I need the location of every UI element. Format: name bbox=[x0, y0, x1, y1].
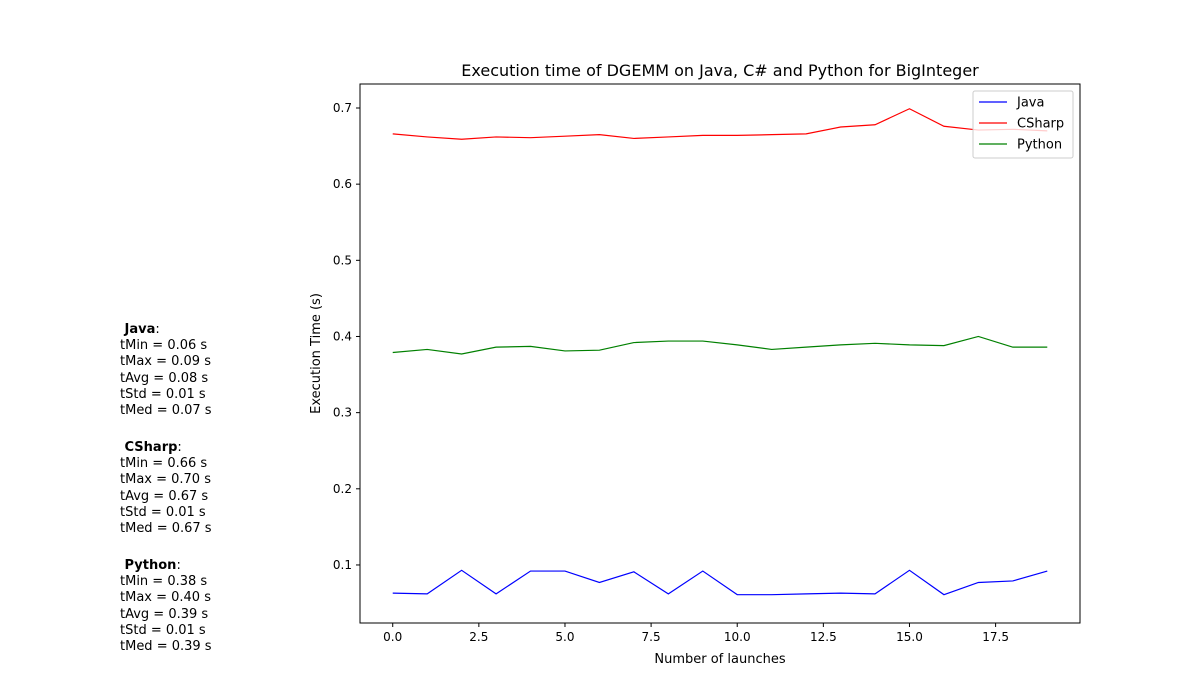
stats-heading: Python: bbox=[120, 558, 181, 573]
x-tick-label: 17.5 bbox=[982, 630, 1009, 644]
stats-line: tAvg = 0.08 s bbox=[120, 370, 209, 386]
stats-line: tMax = 0.70 s bbox=[120, 472, 211, 488]
x-tick-label: 12.5 bbox=[810, 630, 837, 644]
stats-line: tAvg = 0.39 s bbox=[120, 606, 209, 622]
legend-box bbox=[972, 90, 1074, 159]
x-axis-label: Number of launches bbox=[654, 652, 785, 667]
stats-line: tStd = 0.01 s bbox=[120, 386, 206, 402]
stats-block-java: Java: tMin = 0.06 s tMax = 0.09 s tAvg = 0.… bbox=[120, 322, 212, 419]
plot-area-frame bbox=[359, 83, 1081, 624]
series-line-python bbox=[392, 335, 1048, 355]
stats-line: tMed = 0.39 s bbox=[120, 639, 212, 655]
stats-block-csharp: CSharp: tMin = 0.66 s tMax = 0.70 s tAvg = … bbox=[120, 440, 212, 537]
x-tick-label: 7.5 bbox=[642, 630, 661, 644]
stats-line: tStd = 0.01 s bbox=[120, 622, 206, 638]
y-tick-label: 0.1 bbox=[333, 558, 352, 572]
legend-label-java: Java bbox=[1016, 96, 1044, 111]
y-axis-label: Execution Time (s) bbox=[309, 293, 324, 414]
y-tick-label: 0.7 bbox=[333, 101, 352, 115]
legend: Java CSharp Python bbox=[972, 90, 1074, 159]
y-tick-label: 0.4 bbox=[333, 329, 352, 343]
y-tick-label: 0.5 bbox=[333, 253, 352, 267]
stats-language-name: CSharp bbox=[120, 440, 178, 455]
stats-line: tMin = 0.38 s bbox=[120, 574, 208, 590]
stats-line: tMin = 0.66 s bbox=[120, 456, 208, 472]
stats-line: tMin = 0.06 s bbox=[120, 338, 208, 354]
chart-title: Execution time of DGEMM on Java, C# and … bbox=[461, 61, 979, 80]
stats-block-python: Python: tMin = 0.38 s tMax = 0.40 s tAvg = … bbox=[120, 558, 212, 655]
stats-line: tMax = 0.40 s bbox=[120, 590, 211, 606]
x-tick-label: 2.5 bbox=[469, 630, 488, 644]
x-tick-label: 0.0 bbox=[383, 630, 402, 644]
x-tick-label: 15.0 bbox=[896, 630, 923, 644]
x-tick-label: 10.0 bbox=[724, 630, 751, 644]
stats-language-name: Python bbox=[120, 558, 177, 573]
legend-label-python: Python bbox=[1017, 138, 1062, 153]
stats-line: tAvg = 0.67 s bbox=[120, 488, 209, 504]
stats-line: tMax = 0.09 s bbox=[120, 354, 211, 370]
y-tick-label: 0.2 bbox=[333, 482, 352, 496]
y-tick-label: 0.3 bbox=[333, 406, 352, 420]
stats-heading: Java: bbox=[120, 322, 160, 337]
stats-line: tMed = 0.07 s bbox=[120, 403, 212, 419]
stats-line: tStd = 0.01 s bbox=[120, 504, 206, 520]
y-tick-label: 0.6 bbox=[333, 177, 352, 191]
series-line-csharp bbox=[392, 108, 1048, 140]
stats-heading: CSharp: bbox=[120, 440, 182, 455]
stats-language-name: Java bbox=[120, 322, 156, 337]
legend-label-csharp: CSharp bbox=[1017, 117, 1064, 132]
series-line-java bbox=[392, 569, 1048, 596]
x-tick-label: 5.0 bbox=[555, 630, 574, 644]
stats-line: tMed = 0.67 s bbox=[120, 521, 212, 537]
